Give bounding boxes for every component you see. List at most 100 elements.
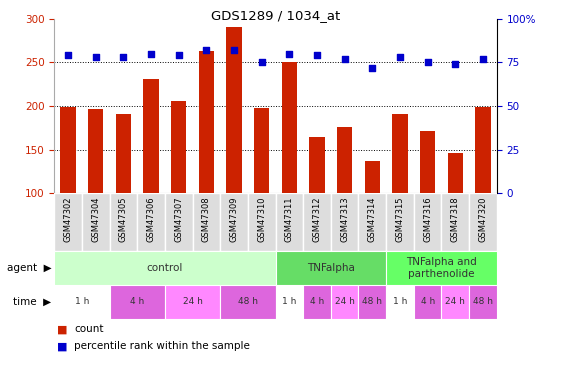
Text: count: count — [74, 324, 104, 334]
Text: time  ▶: time ▶ — [13, 297, 51, 307]
Text: TNFalpha and
parthenolide: TNFalpha and parthenolide — [406, 257, 477, 279]
Text: agent  ▶: agent ▶ — [7, 263, 51, 273]
Bar — [386, 285, 414, 319]
Bar — [110, 285, 165, 319]
Text: 4 h: 4 h — [130, 297, 144, 306]
Bar — [165, 193, 192, 251]
Bar — [248, 193, 275, 251]
Bar — [309, 137, 324, 193]
Bar — [365, 161, 380, 193]
Point — [174, 53, 183, 58]
Point — [478, 56, 488, 62]
Text: GDS1289 / 1034_at: GDS1289 / 1034_at — [211, 9, 340, 22]
Bar — [469, 193, 497, 251]
Bar — [420, 131, 435, 193]
Text: GSM47304: GSM47304 — [91, 196, 100, 242]
Text: 48 h: 48 h — [238, 297, 258, 306]
Bar — [448, 153, 463, 193]
Bar — [82, 193, 110, 251]
Point — [202, 47, 211, 53]
Bar — [254, 108, 270, 193]
Bar — [116, 114, 131, 193]
Bar — [61, 107, 76, 193]
Bar — [392, 114, 408, 193]
Bar — [282, 62, 297, 193]
Bar — [171, 101, 186, 193]
Point — [340, 56, 349, 62]
Bar — [54, 193, 82, 251]
Point — [312, 53, 321, 58]
Text: 1 h: 1 h — [282, 297, 296, 306]
Bar — [275, 251, 386, 285]
Point — [147, 51, 156, 57]
Text: 24 h: 24 h — [445, 297, 465, 306]
Text: 48 h: 48 h — [363, 297, 383, 306]
Text: 48 h: 48 h — [473, 297, 493, 306]
Bar — [331, 193, 359, 251]
Text: control: control — [147, 263, 183, 273]
Text: ■: ■ — [57, 341, 67, 351]
Text: GSM47314: GSM47314 — [368, 196, 377, 242]
Bar — [275, 285, 303, 319]
Text: GSM47315: GSM47315 — [396, 196, 404, 242]
Bar — [386, 193, 414, 251]
Bar — [199, 51, 214, 193]
Text: GSM47311: GSM47311 — [285, 196, 294, 242]
Bar — [441, 193, 469, 251]
Text: 1 h: 1 h — [75, 297, 89, 306]
Text: TNFalpha: TNFalpha — [307, 263, 355, 273]
Point — [119, 54, 128, 60]
Text: GSM47312: GSM47312 — [312, 196, 321, 242]
Text: GSM47320: GSM47320 — [478, 196, 488, 242]
Bar — [110, 193, 137, 251]
Bar — [54, 251, 275, 285]
Bar — [469, 285, 497, 319]
Bar — [303, 285, 331, 319]
Text: GSM47302: GSM47302 — [63, 196, 73, 242]
Bar — [414, 285, 441, 319]
Bar — [359, 193, 386, 251]
Text: GSM47316: GSM47316 — [423, 196, 432, 242]
Bar — [359, 285, 386, 319]
Point — [91, 54, 100, 60]
Point — [230, 47, 239, 53]
Point — [285, 51, 294, 57]
Text: GSM47310: GSM47310 — [257, 196, 266, 242]
Bar — [54, 285, 110, 319]
Bar — [441, 285, 469, 319]
Point — [451, 61, 460, 67]
Bar — [475, 107, 490, 193]
Text: 4 h: 4 h — [420, 297, 435, 306]
Text: ■: ■ — [57, 324, 67, 334]
Bar — [275, 193, 303, 251]
Point — [63, 53, 73, 58]
Bar — [220, 285, 275, 319]
Bar — [386, 251, 497, 285]
Point — [423, 59, 432, 65]
Text: 1 h: 1 h — [393, 297, 407, 306]
Point — [395, 54, 404, 60]
Point — [368, 64, 377, 70]
Bar — [220, 193, 248, 251]
Text: 24 h: 24 h — [183, 297, 203, 306]
Bar — [227, 27, 242, 193]
Bar — [165, 285, 220, 319]
Text: GSM47305: GSM47305 — [119, 196, 128, 242]
Text: GSM47308: GSM47308 — [202, 196, 211, 242]
Text: GSM47307: GSM47307 — [174, 196, 183, 242]
Bar — [331, 285, 359, 319]
Bar — [88, 108, 103, 193]
Bar — [192, 193, 220, 251]
Point — [257, 59, 266, 65]
Bar — [137, 193, 165, 251]
Text: GSM47306: GSM47306 — [147, 196, 155, 242]
Text: GSM47313: GSM47313 — [340, 196, 349, 242]
Bar — [414, 193, 441, 251]
Bar — [303, 193, 331, 251]
Bar — [143, 79, 159, 193]
Text: percentile rank within the sample: percentile rank within the sample — [74, 341, 250, 351]
Text: 24 h: 24 h — [335, 297, 355, 306]
Text: GSM47309: GSM47309 — [230, 196, 239, 242]
Bar — [337, 127, 352, 193]
Text: GSM47318: GSM47318 — [451, 196, 460, 242]
